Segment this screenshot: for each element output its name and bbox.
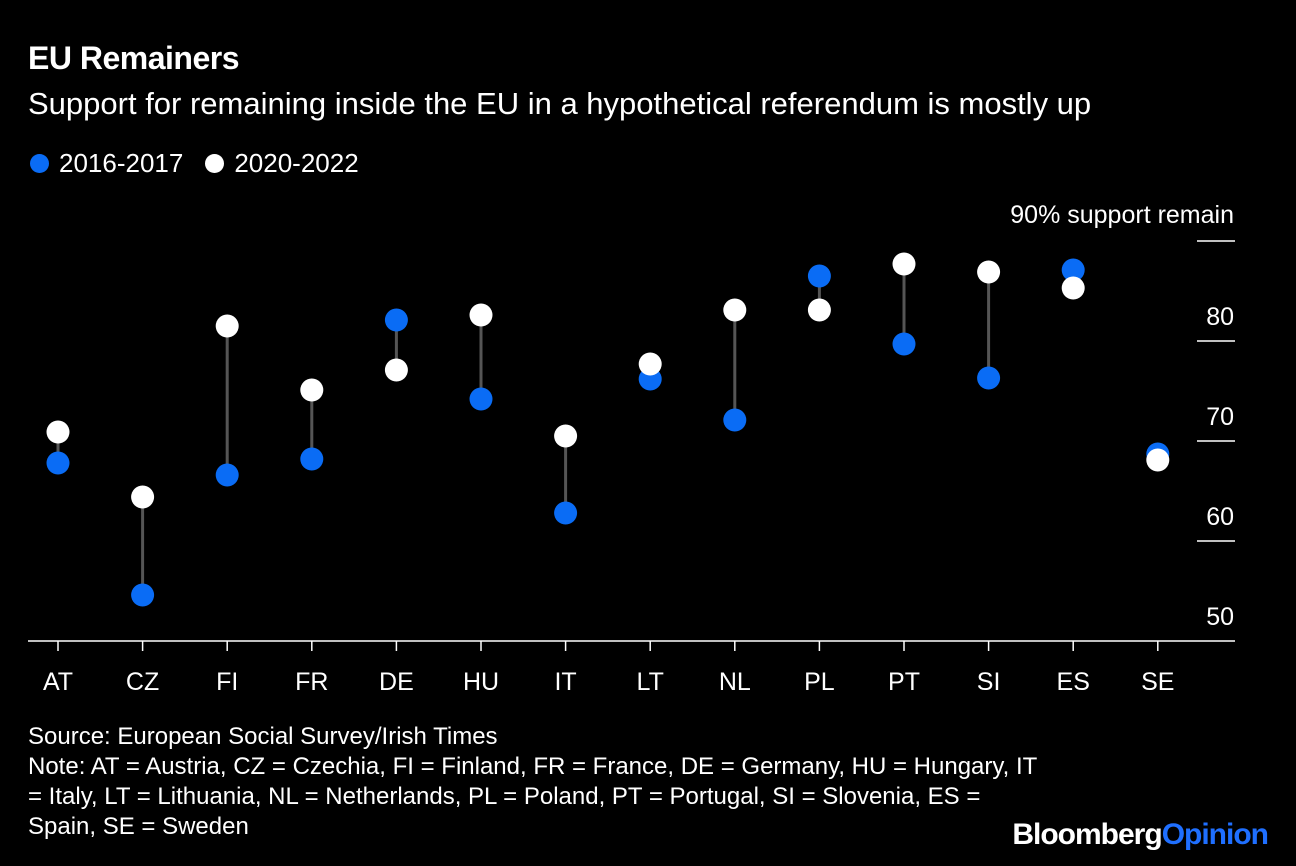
brand-part-1: Bloomberg: [1012, 818, 1162, 851]
dot-2020-CZ: [131, 485, 155, 509]
dot-2020-ES: [1061, 276, 1085, 300]
x-tick-label-PT: PT: [888, 668, 920, 696]
legend-label-2020: 2020-2022: [234, 148, 359, 178]
dot-2020-SI: [977, 260, 1001, 284]
x-tick-label-AT: AT: [43, 668, 73, 696]
source-note: Source: European Social Survey/Irish Tim…: [28, 723, 498, 750]
y-tick-label-70: 70: [1206, 403, 1234, 431]
x-tick-label-FI: FI: [216, 668, 238, 696]
legend: 2016-2017 2020-2022: [30, 148, 381, 179]
y-axis-title: 90% support remain: [1010, 201, 1234, 229]
dot-2020-FI: [215, 314, 239, 338]
chart-subtitle: Support for remaining inside the EU in a…: [28, 86, 1092, 121]
dot-2020-FR: [300, 378, 324, 402]
x-tick-label-HU: HU: [463, 668, 499, 696]
x-tick-label-FR: FR: [295, 668, 328, 696]
dot-2016-PL: [807, 264, 831, 288]
dot-2016-ES: [1061, 258, 1085, 282]
dot-2020-DE: [384, 358, 408, 382]
x-tick-label-SE: SE: [1141, 668, 1174, 696]
y-tick-label-50: 50: [1206, 603, 1234, 631]
x-tick-label-NL: NL: [719, 668, 751, 696]
y-tick-label-60: 60: [1206, 503, 1234, 531]
dot-2016-SI: [977, 366, 1001, 390]
dot-2016-HU: [469, 387, 493, 411]
dot-2016-CZ: [131, 583, 155, 607]
dot-2020-LT: [638, 352, 662, 376]
x-tick-label-DE: DE: [379, 668, 414, 696]
legend-dot-white-icon: [205, 154, 225, 173]
dot-2020-NL: [723, 298, 747, 322]
dot-2020-PL: [807, 298, 831, 322]
abbreviation-note: Note: AT = Austria, CZ = Czechia, FI = F…: [28, 753, 1037, 840]
x-tick-label-IT: IT: [554, 668, 576, 696]
dot-2016-IT: [554, 501, 578, 525]
chart-title: EU Remainers: [28, 40, 239, 76]
legend-item-2016: 2016-2017: [30, 148, 183, 179]
bloomberg-opinion-logo: BloombergOpinion: [1012, 818, 1269, 852]
legend-label-2016: 2016-2017: [59, 148, 184, 178]
x-tick-label-PL: PL: [804, 668, 835, 696]
brand-part-2: Opinion: [1161, 818, 1269, 851]
dot-2016-FI: [215, 463, 239, 487]
dot-2016-DE: [384, 308, 408, 332]
x-tick-label-ES: ES: [1057, 668, 1090, 696]
legend-item-2020: 2020-2022: [205, 148, 359, 179]
dot-2020-SE: [1146, 448, 1170, 472]
dot-2020-AT: [46, 420, 70, 444]
dot-2016-NL: [723, 408, 747, 432]
dot-2020-PT: [892, 252, 916, 276]
dot-2016-PT: [892, 332, 916, 356]
y-tick-label-80: 80: [1206, 303, 1234, 331]
dot-2016-FR: [300, 447, 324, 471]
x-tick-label-LT: LT: [637, 668, 664, 696]
x-tick-label-SI: SI: [977, 668, 1001, 696]
dot-2020-IT: [554, 424, 578, 448]
footer: Source: European Social Survey/Irish Tim…: [28, 722, 1038, 842]
x-tick-label-CZ: CZ: [126, 668, 159, 696]
dot-2016-AT: [46, 451, 70, 475]
dot-2020-HU: [469, 303, 493, 327]
legend-dot-blue-icon: [30, 154, 49, 173]
